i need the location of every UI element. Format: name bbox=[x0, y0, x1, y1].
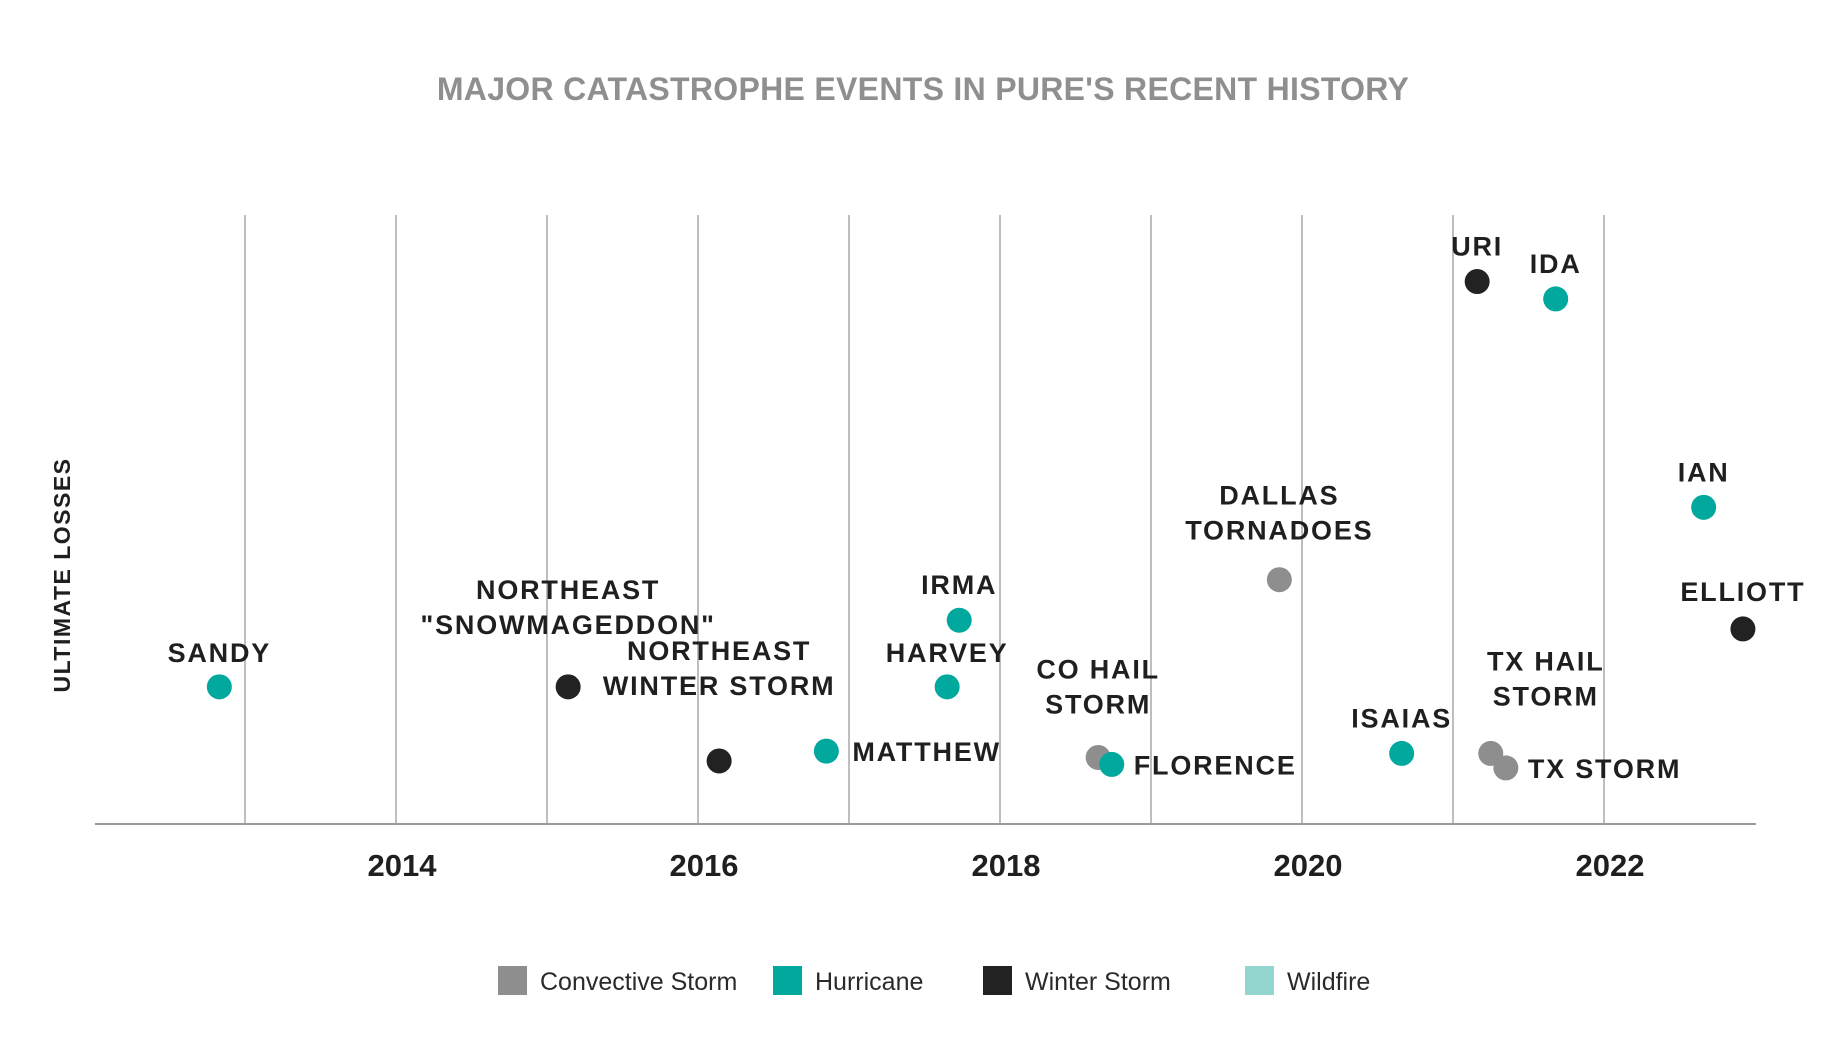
legend-swatch-winter-storm bbox=[983, 966, 1012, 995]
event-labels: DALLAS TORNADOES CO HAIL STORM TX HAIL STORM T… bbox=[168, 232, 1805, 784]
x-tick-label-2014: 2014 bbox=[368, 848, 438, 883]
label-isaias: ISAIAS bbox=[1351, 703, 1452, 733]
label-matthew: MATTHEW bbox=[852, 737, 1001, 767]
x-tick-label-2020: 2020 bbox=[1274, 848, 1343, 883]
label-dallas-tornadoes-line-2: TORNADOES bbox=[1185, 516, 1373, 546]
label-tx-hail-storm-line-2: STORM bbox=[1493, 681, 1599, 711]
gridlines bbox=[244, 215, 1605, 824]
legend-swatch-wildfire bbox=[1245, 966, 1274, 995]
chart-title: MAJOR CATASTROPHE EVENTS IN PURE'S RECEN… bbox=[437, 71, 1409, 107]
label-ida: IDA bbox=[1530, 249, 1582, 279]
label-tx-hail-storm-line-1: TX HAIL bbox=[1487, 646, 1605, 676]
legend-label-wildfire: Wildfire bbox=[1287, 968, 1370, 996]
label-sandy: SANDY bbox=[168, 638, 272, 668]
point-florence bbox=[1099, 751, 1125, 777]
point-irma bbox=[946, 607, 972, 633]
point-ida bbox=[1543, 286, 1569, 312]
label-northeast-winter-storm-line-1: NORTHEAST bbox=[627, 636, 811, 666]
point-uri bbox=[1464, 269, 1490, 295]
legend: Convective Storm Hurricane Winter Storm Wil… bbox=[498, 966, 1370, 996]
label-florence: FLORENCE bbox=[1134, 750, 1297, 780]
point-elliott bbox=[1730, 616, 1756, 642]
label-co-hail-storm-line-1: CO HAIL bbox=[1036, 654, 1160, 684]
x-tick-label-2016: 2016 bbox=[670, 848, 739, 883]
point-matthew bbox=[813, 738, 839, 764]
label-tx-storm: TX STORM bbox=[1528, 754, 1681, 784]
label-elliott: ELLIOTT bbox=[1680, 577, 1805, 607]
point-dallas-tornadoes bbox=[1266, 567, 1292, 593]
label-northeast-winter-storm-line-2: WINTER STORM bbox=[603, 671, 836, 701]
x-axis-ticks: 2014 2016 2018 2020 2022 bbox=[368, 848, 1645, 883]
point-northeast-snowmageddon bbox=[555, 674, 581, 700]
legend-swatch-convective-storm bbox=[498, 966, 527, 995]
legend-label-winter-storm: Winter Storm bbox=[1025, 968, 1171, 996]
x-tick-label-2018: 2018 bbox=[972, 848, 1041, 883]
point-northeast-winter-storm bbox=[706, 748, 732, 774]
point-ian bbox=[1691, 494, 1717, 520]
label-harvey: HARVEY bbox=[886, 638, 1009, 668]
label-ian: IAN bbox=[1678, 457, 1730, 487]
label-uri: URI bbox=[1451, 232, 1503, 262]
label-co-hail-storm-line-2: STORM bbox=[1045, 689, 1151, 719]
legend-label-hurricane: Hurricane bbox=[815, 968, 923, 996]
y-axis-label: ULTIMATE LOSSES bbox=[49, 457, 75, 692]
point-tx-storm bbox=[1493, 755, 1519, 781]
data-points bbox=[206, 269, 1756, 781]
point-harvey bbox=[934, 674, 960, 700]
legend-swatch-hurricane bbox=[773, 966, 802, 995]
legend-label-convective-storm: Convective Storm bbox=[540, 968, 737, 996]
label-dallas-tornadoes-line-1: DALLAS bbox=[1219, 481, 1339, 511]
label-northeast-snowmageddon-line-1: NORTHEAST bbox=[476, 575, 660, 605]
point-isaias bbox=[1389, 740, 1415, 766]
x-tick-label-2022: 2022 bbox=[1576, 848, 1645, 883]
label-northeast-snowmageddon-line-2: "SNOWMAGEDDON" bbox=[420, 610, 715, 640]
point-sandy bbox=[206, 674, 232, 700]
label-irma: IRMA bbox=[921, 570, 997, 600]
